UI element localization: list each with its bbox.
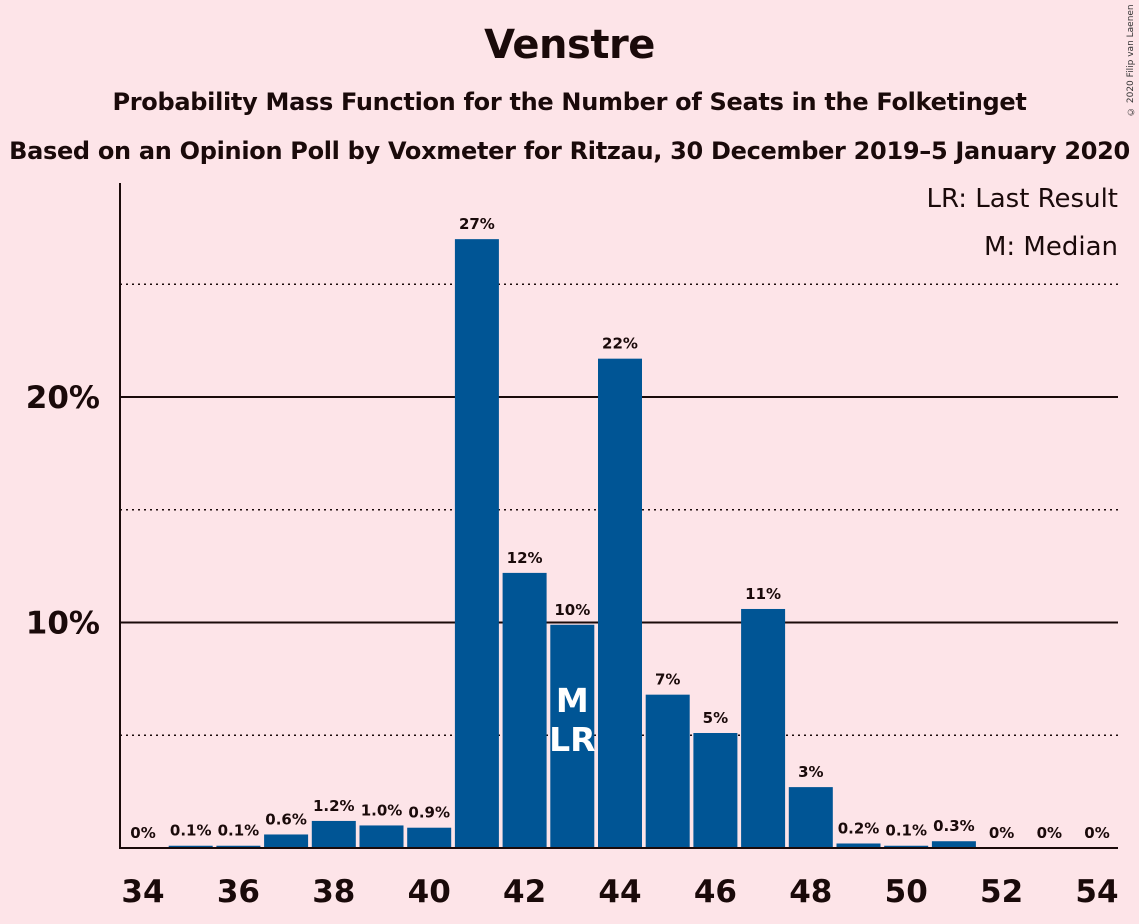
chart-subtitle-source: Based on an Opinion Poll by Voxmeter for… (9, 137, 1130, 165)
bar-seat-43 (550, 624, 595, 848)
bar-value-label: 0.6% (265, 810, 307, 828)
x-tick-label: 44 (598, 874, 641, 910)
bar-seat-49 (836, 843, 881, 848)
bar-seat-42 (502, 572, 547, 848)
bar-seat-38 (311, 820, 356, 848)
x-tick-label: 38 (312, 874, 355, 910)
bar-value-label: 3% (798, 763, 823, 781)
bar-value-label: 1.2% (313, 797, 355, 815)
bar-seat-39 (359, 825, 404, 848)
bar-value-label: 0.9% (408, 804, 450, 822)
bar-value-label: 0.1% (218, 822, 260, 840)
bar-seat-46 (693, 732, 738, 848)
bar-seat-40 (407, 827, 452, 848)
bar-value-label: 0.1% (170, 822, 212, 840)
bar-value-label: 1.0% (361, 801, 403, 819)
x-tick-label: 54 (1075, 874, 1118, 910)
bar-seat-35 (168, 845, 213, 848)
legend-median: M: Median (983, 232, 1118, 262)
y-tick-label: 20% (26, 380, 100, 416)
bar-value-label: 0% (1084, 824, 1109, 842)
bar-seat-37 (264, 834, 309, 848)
bar-value-label: 5% (703, 709, 728, 727)
bar-value-label: 0% (130, 824, 155, 842)
bar-value-label: 0.3% (933, 817, 975, 835)
bar-seat-48 (788, 787, 833, 848)
x-tick-label: 40 (408, 874, 451, 910)
bar-value-label: 27% (459, 215, 495, 233)
last-result-marker: LR (549, 720, 595, 759)
bar-value-label: 0.2% (838, 819, 880, 837)
x-tick-label: 50 (885, 874, 928, 910)
bar-value-label: 22% (602, 335, 638, 353)
bar-value-label: 7% (655, 671, 680, 689)
bar-seat-36 (216, 845, 261, 848)
chart-title: Venstre (484, 22, 655, 68)
bar-value-label: 0.1% (885, 822, 927, 840)
x-tick-label: 34 (121, 874, 164, 910)
x-tick-label: 52 (980, 874, 1023, 910)
bar-value-label: 0% (1037, 824, 1062, 842)
bar-seat-51 (931, 841, 976, 848)
bar-seat-47 (741, 608, 786, 848)
x-tick-label: 46 (694, 874, 737, 910)
bar-value-label: 12% (507, 549, 543, 567)
x-tick-label: 36 (217, 874, 260, 910)
bar-value-label: 11% (745, 585, 781, 603)
median-marker: M (556, 681, 589, 720)
bar-value-label: 10% (554, 601, 590, 619)
bar-seat-45 (645, 694, 690, 848)
y-tick-label: 10% (26, 606, 100, 642)
bar-seat-41 (454, 239, 499, 848)
x-tick-label: 42 (503, 874, 546, 910)
legend-last-result: LR: Last Result (926, 184, 1118, 214)
x-tick-label: 48 (789, 874, 832, 910)
bar-seat-50 (884, 845, 929, 848)
bar-value-label: 0% (989, 824, 1014, 842)
chart-subtitle: Probability Mass Function for the Number… (112, 88, 1027, 116)
bar-seat-44 (598, 358, 642, 848)
